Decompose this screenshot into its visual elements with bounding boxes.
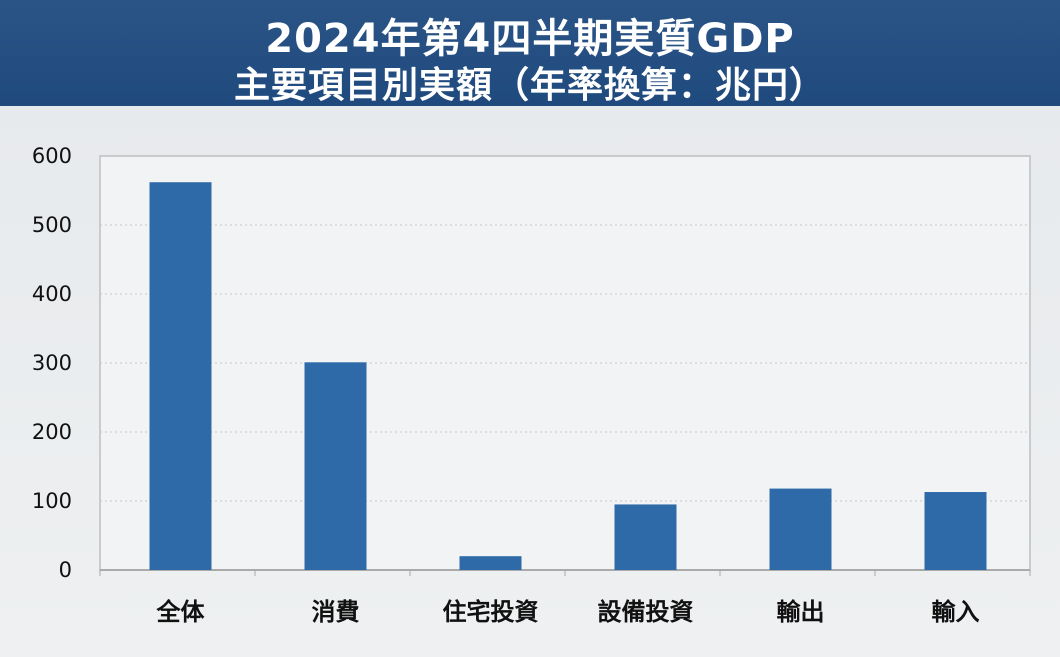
- x-tick-label: 全体: [156, 598, 206, 626]
- bar-2: [304, 362, 367, 570]
- bar-1: [149, 182, 212, 570]
- bar-4: [614, 504, 677, 570]
- y-tick-label: 100: [32, 489, 72, 513]
- title-banner: 2024年第4四半期実質GDP 主要項目別実額（年率換算：兆円）: [0, 0, 1060, 106]
- x-tick-label: 住宅投資: [443, 598, 539, 626]
- bar-chart: 0 100 200 300 400 500 600 全体 消費 住宅投資 設備投資 輸出 輸入: [32, 144, 1031, 626]
- y-tick-label: 500: [32, 213, 72, 237]
- bar-5: [769, 488, 832, 570]
- y-tick-label: 400: [32, 282, 72, 306]
- x-tick-label: 輸入: [932, 598, 980, 626]
- y-tick-label: 200: [32, 420, 72, 444]
- x-tick-label: 消費: [312, 598, 360, 626]
- chart-subtitle: 主要項目別実額（年率換算：兆円）: [233, 65, 826, 106]
- x-tick-label: 輸出: [777, 598, 825, 626]
- y-tick-label: 0: [59, 558, 72, 582]
- chart-area: 0 100 200 300 400 500 600 全体 消費 住宅投資 設備投資 輸出 輸入: [0, 106, 1060, 657]
- x-tick-label: 設備投資: [598, 598, 694, 626]
- y-tick-label: 600: [32, 144, 72, 168]
- y-tick-label: 300: [32, 351, 72, 375]
- bar-3: [459, 556, 522, 570]
- bar-6: [924, 492, 987, 570]
- chart-title: 2024年第4四半期実質GDP: [265, 16, 795, 62]
